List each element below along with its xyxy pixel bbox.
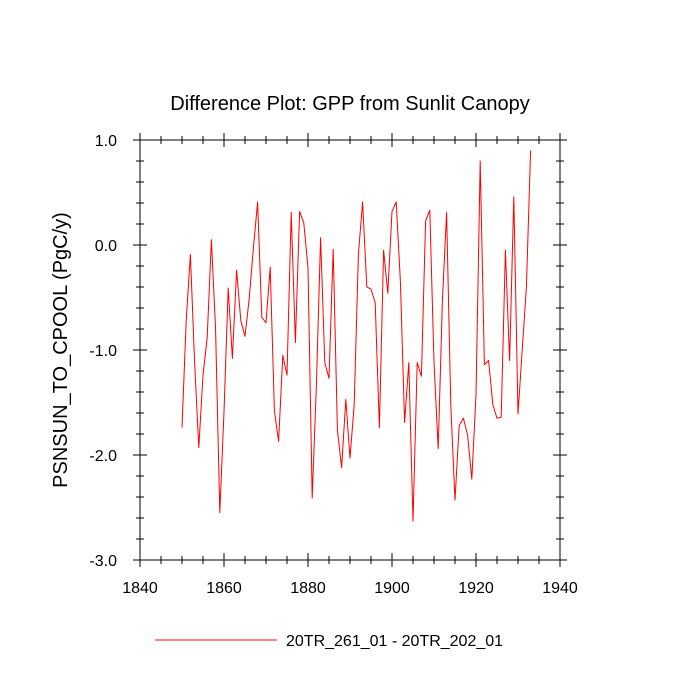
- series-group: [181, 150, 532, 522]
- y-tick-label: 1.0: [95, 133, 117, 150]
- y-tick-label: -1.0: [89, 343, 117, 360]
- axis-ticks: [133, 133, 567, 567]
- y-tick-label: -3.0: [89, 553, 117, 570]
- plot-frame: [139, 139, 561, 561]
- x-tick-label: 1860: [206, 580, 242, 597]
- x-tick-label: 1940: [542, 580, 578, 597]
- legend: 20TR_261_01 - 20TR_202_01: [155, 633, 503, 650]
- y-tick-label: 0.0: [95, 238, 117, 255]
- x-tick-label: 1880: [290, 580, 326, 597]
- chart-title: Difference Plot: GPP from Sunlit Canopy: [170, 93, 529, 115]
- x-tick-label: 1920: [458, 580, 494, 597]
- y-tick-label: -2.0: [89, 448, 117, 465]
- x-tick-label: 1900: [374, 580, 410, 597]
- legend-label: 20TR_261_01 - 20TR_202_01: [286, 633, 503, 650]
- axis-tick-labels: 1840 1860 1880 1900 1920 1940 -3.0 -2.0 -1.0 0.0 1…: [89, 133, 577, 597]
- y-axis-title: PSNSUN_TO_CPOOL (PgC/y): [50, 212, 72, 488]
- series-line-0: [181, 150, 532, 522]
- x-tick-label: 1840: [122, 580, 158, 597]
